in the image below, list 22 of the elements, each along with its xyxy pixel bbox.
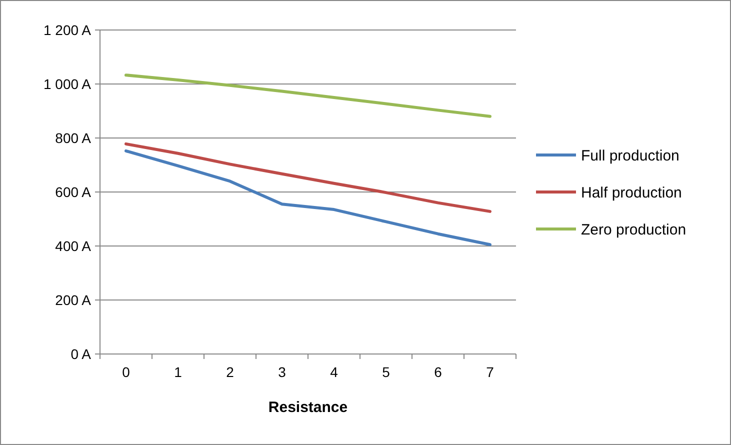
- x-tick-label: 0: [122, 364, 130, 380]
- legend-label: Half production: [581, 184, 682, 202]
- x-tick-label: 7: [486, 364, 494, 380]
- y-tick-label: 0 A: [70, 346, 92, 362]
- x-tick-label: 3: [278, 364, 286, 380]
- y-tick-label: 1 000 A: [44, 76, 92, 92]
- y-tick-label: 800 A: [55, 130, 92, 146]
- line-series: [124, 142, 492, 213]
- legend-label: Zero production: [581, 221, 686, 238]
- line-series: [124, 74, 492, 118]
- y-tick-label: 200 A: [55, 292, 92, 308]
- x-tick-label: 5: [382, 364, 390, 380]
- y-tick-label: 1 200 A: [44, 22, 92, 38]
- x-tick-label: 1: [174, 364, 182, 380]
- y-tick-label: 600 A: [55, 184, 92, 200]
- x-axis-title: Resistance: [268, 399, 348, 416]
- x-tick-label: 6: [434, 364, 442, 380]
- y-tick-label: 400 A: [55, 238, 92, 254]
- x-tick-label: 4: [330, 364, 338, 380]
- x-tick-label: 2: [226, 364, 234, 380]
- legend-label: Full production: [581, 147, 680, 164]
- line-series: [124, 149, 492, 246]
